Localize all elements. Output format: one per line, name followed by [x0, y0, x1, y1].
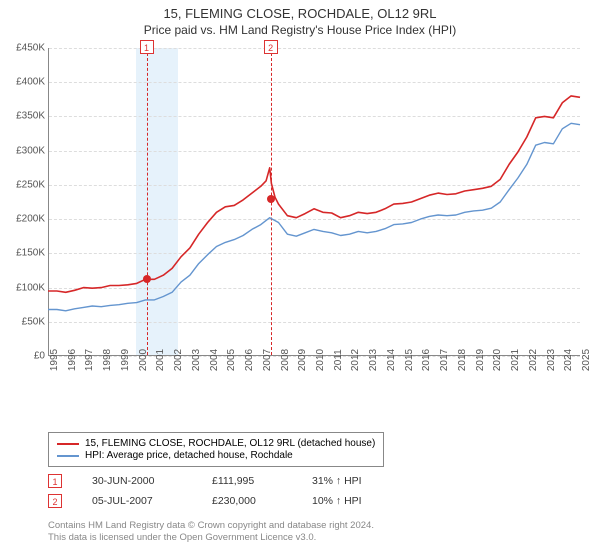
x-axis-label: 2025 — [581, 349, 592, 371]
marker-delta: 10% ↑ HPI — [312, 495, 402, 507]
marker-price: £111,995 — [212, 475, 282, 487]
y-axis-label: £350K — [5, 111, 45, 122]
y-axis-label: £50K — [5, 316, 45, 327]
legend-label: 15, FLEMING CLOSE, ROCHDALE, OL12 9RL (d… — [85, 438, 375, 449]
title-main: 15, FLEMING CLOSE, ROCHDALE, OL12 9RL — [0, 6, 600, 21]
legend-row: HPI: Average price, detached house, Roch… — [57, 450, 375, 461]
line-series-svg — [48, 48, 580, 356]
marker-table: 1 30-JUN-2000 £111,995 31% ↑ HPI 2 05-JU… — [48, 474, 402, 514]
marker-table-row: 1 30-JUN-2000 £111,995 31% ↑ HPI — [48, 474, 402, 488]
y-axis-label: £0 — [5, 351, 45, 362]
marker-date: 30-JUN-2000 — [92, 475, 182, 487]
y-axis-label: £300K — [5, 145, 45, 156]
y-axis-label: £250K — [5, 179, 45, 190]
series-line — [48, 123, 580, 310]
footer-line: This data is licensed under the Open Gov… — [48, 532, 374, 544]
marker-price: £230,000 — [212, 495, 282, 507]
chart-wrap: £0£50K£100K£150K£200K£250K£300K£350K£400… — [48, 48, 580, 390]
y-axis-label: £400K — [5, 77, 45, 88]
legend-label: HPI: Average price, detached house, Roch… — [85, 450, 293, 461]
legend-swatch — [57, 443, 79, 445]
marker-delta: 31% ↑ HPI — [312, 475, 402, 487]
y-axis-label: £150K — [5, 248, 45, 259]
legend-row: 15, FLEMING CLOSE, ROCHDALE, OL12 9RL (d… — [57, 438, 375, 449]
marker-table-row: 2 05-JUL-2007 £230,000 10% ↑ HPI — [48, 494, 402, 508]
chart-container: 15, FLEMING CLOSE, ROCHDALE, OL12 9RL Pr… — [0, 0, 600, 560]
legend-swatch — [57, 455, 79, 457]
legend: 15, FLEMING CLOSE, ROCHDALE, OL12 9RL (d… — [48, 432, 384, 467]
y-axis-label: £200K — [5, 214, 45, 225]
title-block: 15, FLEMING CLOSE, ROCHDALE, OL12 9RL Pr… — [0, 0, 600, 37]
series-line — [48, 96, 580, 292]
marker-date: 05-JUL-2007 — [92, 495, 182, 507]
marker-flag-icon: 1 — [48, 474, 62, 488]
y-axis-label: £450K — [5, 43, 45, 54]
y-axis-label: £100K — [5, 282, 45, 293]
marker-flag-icon: 2 — [48, 494, 62, 508]
footer-line: Contains HM Land Registry data © Crown c… — [48, 520, 374, 532]
footer: Contains HM Land Registry data © Crown c… — [48, 520, 374, 545]
title-sub: Price paid vs. HM Land Registry's House … — [0, 23, 600, 37]
